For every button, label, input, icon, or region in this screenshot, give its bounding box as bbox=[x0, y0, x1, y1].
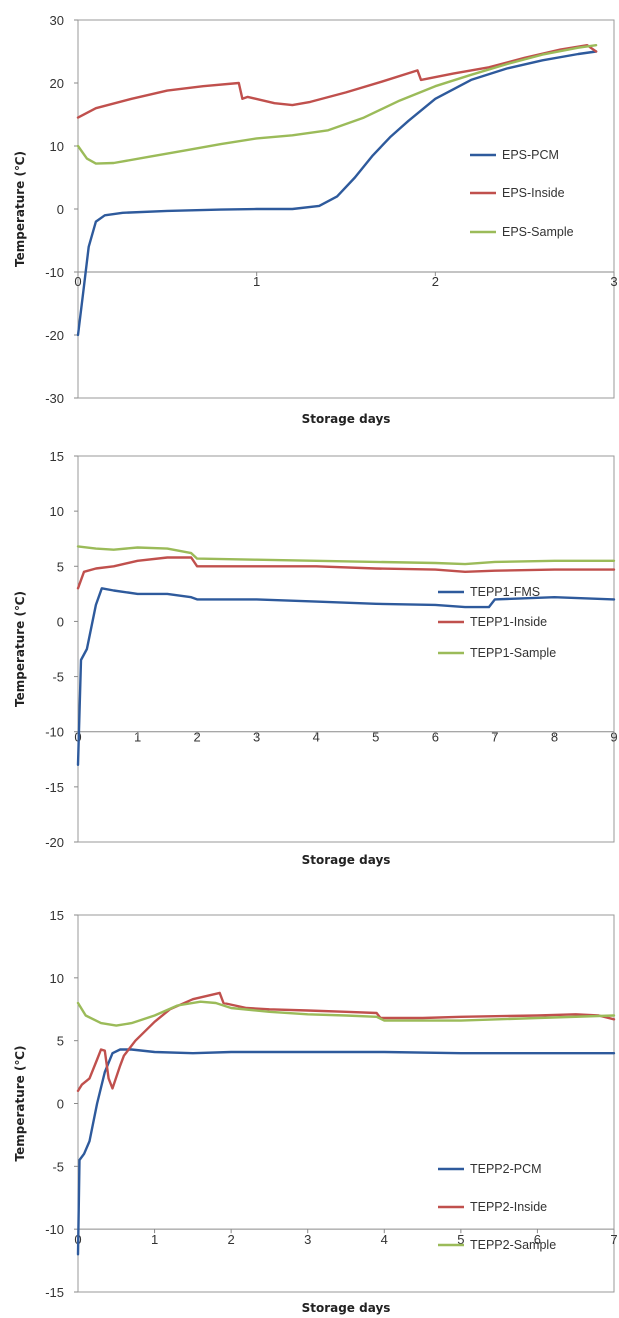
x-tick-label: 3 bbox=[304, 1232, 311, 1247]
y-axis-title: Temperature (℃) bbox=[13, 151, 27, 267]
x-tick-label: 8 bbox=[551, 730, 558, 745]
y-tick-label: -30 bbox=[45, 391, 64, 406]
x-tick-label: 6 bbox=[534, 1232, 541, 1247]
x-axis-title: Storage days bbox=[302, 412, 391, 426]
x-tick-label: 7 bbox=[491, 730, 498, 745]
y-tick-label: -20 bbox=[45, 835, 64, 850]
legend-label: EPS-Sample bbox=[502, 225, 574, 239]
y-tick-label: -15 bbox=[45, 780, 64, 795]
y-tick-label: -10 bbox=[45, 725, 64, 740]
legend-label: TEPP1-Sample bbox=[470, 646, 556, 660]
y-tick-label: 10 bbox=[50, 139, 64, 154]
y-tick-label: 0 bbox=[57, 1097, 64, 1112]
y-tick-label: 15 bbox=[50, 449, 64, 464]
x-tick-label: 7 bbox=[610, 1232, 617, 1247]
y-tick-label: 0 bbox=[57, 614, 64, 629]
series-line-tepp1-inside bbox=[76, 556, 616, 590]
y-tick-label: 10 bbox=[50, 971, 64, 986]
y-tick-label: 15 bbox=[50, 908, 64, 923]
y-tick-label: -5 bbox=[52, 670, 64, 685]
plot-area-border bbox=[77, 19, 615, 399]
y-axis-title: Temperature (℃) bbox=[13, 591, 27, 707]
series-line-eps-sample bbox=[76, 44, 598, 165]
x-tick-label: 1 bbox=[134, 730, 141, 745]
series-line-tepp2-pcm bbox=[76, 1048, 616, 1256]
x-tick-label: 6 bbox=[432, 730, 439, 745]
y-tick-label: 20 bbox=[50, 76, 64, 91]
series-line-tepp2-sample bbox=[76, 1000, 616, 1027]
x-tick-label: 4 bbox=[381, 1232, 388, 1247]
chart-panel-1: -30 -20 -10 0 10 20 30 0 1 2 3 Storage days Temperat… bbox=[13, 13, 618, 426]
series-line-eps-inside bbox=[76, 44, 598, 119]
y-axis-title: Temperature (℃) bbox=[13, 1046, 27, 1162]
x-tick-label: 5 bbox=[457, 1232, 464, 1247]
legend-label: TEPP1-Inside bbox=[470, 615, 547, 629]
x-axis-title: Storage days bbox=[302, 853, 391, 867]
x-tick-label: 9 bbox=[610, 730, 617, 745]
legend-label: TEPP1-FMS bbox=[470, 585, 540, 599]
series-line-tepp1-fms bbox=[76, 587, 616, 766]
series-line-eps-pcm bbox=[76, 50, 598, 337]
y-tick-label: -20 bbox=[45, 328, 64, 343]
x-tick-label: 4 bbox=[313, 730, 320, 745]
x-axis-title: Storage days bbox=[302, 1301, 391, 1315]
x-tick-label: 3 bbox=[610, 274, 617, 289]
y-tick-label: 5 bbox=[57, 559, 64, 574]
legend-label: TEPP2-Sample bbox=[470, 1238, 556, 1252]
y-tick-label: -15 bbox=[45, 1285, 64, 1300]
x-tick-label: 1 bbox=[151, 1232, 158, 1247]
legend-label: EPS-Inside bbox=[502, 186, 565, 200]
x-tick-label: 2 bbox=[193, 730, 200, 745]
plot-area-border bbox=[77, 455, 615, 843]
series-line-tepp1-sample bbox=[76, 545, 616, 566]
y-tick-label: 5 bbox=[57, 1034, 64, 1049]
y-tick-label: 30 bbox=[50, 13, 64, 28]
x-tick-label: 5 bbox=[372, 730, 379, 745]
x-tick-label: 3 bbox=[253, 730, 260, 745]
x-tick-label: 1 bbox=[253, 274, 260, 289]
x-tick-label: 0 bbox=[74, 274, 81, 289]
y-tick-label: -10 bbox=[45, 1222, 64, 1237]
y-tick-label: -10 bbox=[45, 265, 64, 280]
x-tick-label: 2 bbox=[228, 1232, 235, 1247]
x-tick-label: 2 bbox=[432, 274, 439, 289]
y-tick-label: 10 bbox=[50, 504, 64, 519]
y-tick-label: -5 bbox=[52, 1159, 64, 1174]
legend-label: EPS-PCM bbox=[502, 148, 559, 162]
y-tick-label: 0 bbox=[57, 202, 64, 217]
legend-label: TEPP2-PCM bbox=[470, 1162, 542, 1176]
legend-label: TEPP2-Inside bbox=[470, 1200, 547, 1214]
series-line-tepp2-inside bbox=[76, 991, 616, 1093]
